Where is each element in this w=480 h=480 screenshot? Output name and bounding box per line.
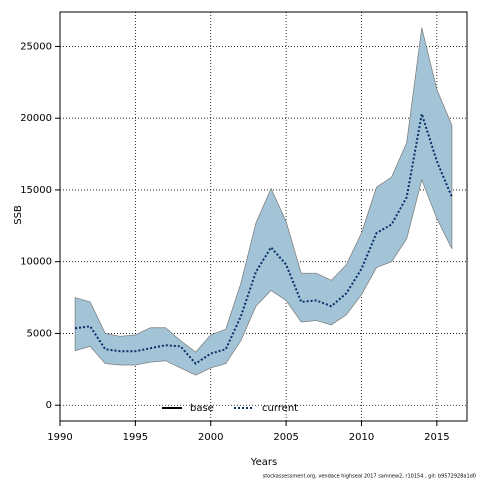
y-tick-label: 0 — [46, 400, 52, 411]
y-axis-label: SSB — [13, 205, 24, 225]
x-tick-label: 2005 — [273, 432, 298, 443]
footnote: stockassessment.org, vendace highseal 20… — [263, 474, 476, 480]
confidence-band — [74, 27, 453, 376]
x-tick-label: 2015 — [424, 432, 449, 443]
y-tick-label: 20000 — [20, 113, 52, 124]
x-axis-label: Years — [250, 457, 277, 468]
plot-frame — [59, 11, 468, 422]
legend-label: current — [262, 403, 298, 414]
y-tick-label: 5000 — [27, 328, 52, 339]
series-line — [74, 113, 453, 365]
x-tick-label: 1995 — [123, 432, 148, 443]
y-tick-label: 15000 — [20, 185, 52, 196]
x-tick-label: 1990 — [47, 432, 72, 443]
x-tick-label: 2010 — [349, 432, 374, 443]
y-tick-label: 25000 — [20, 41, 52, 52]
legend-label: base — [190, 403, 214, 414]
x-tick-label: 2000 — [198, 432, 223, 443]
y-tick-label: 10000 — [20, 257, 52, 268]
